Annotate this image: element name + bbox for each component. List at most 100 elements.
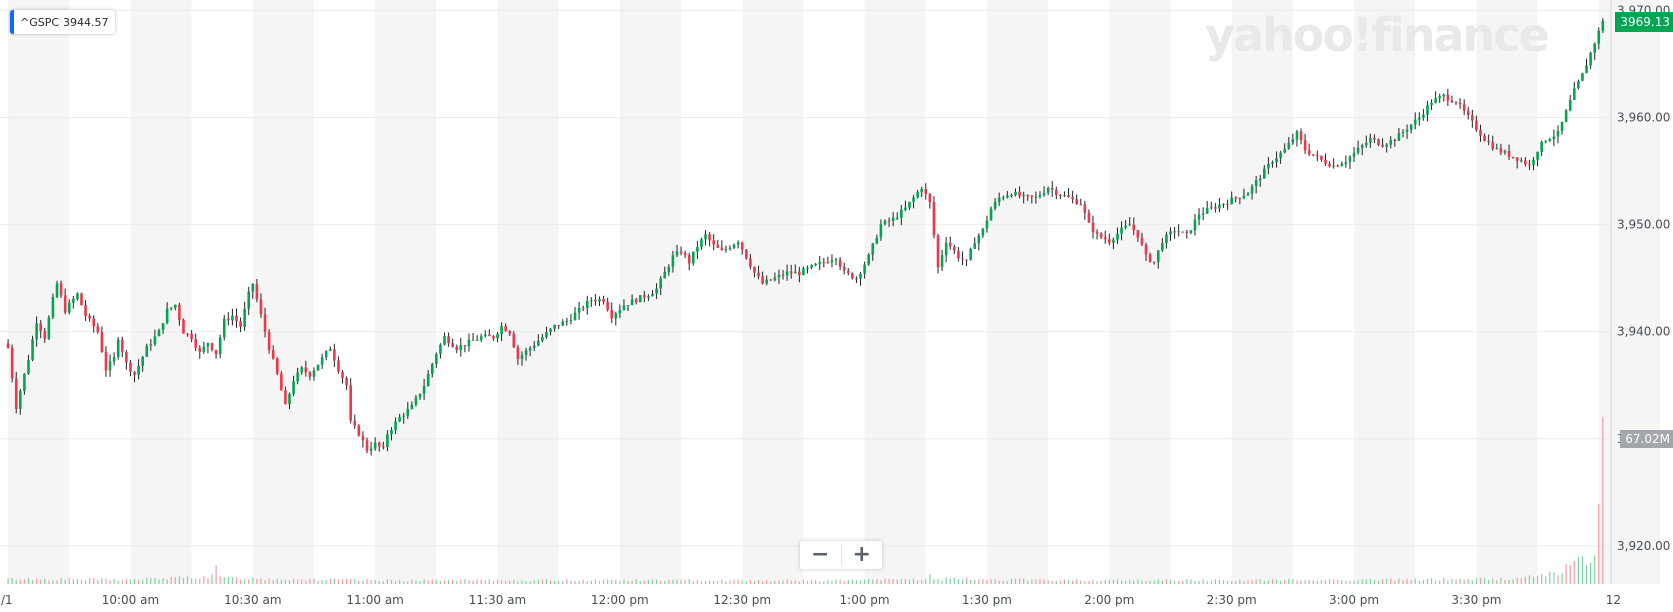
candle-body xyxy=(545,331,548,338)
yahoo-finance-watermark: yahoo!finance xyxy=(1205,8,1550,62)
candle-body xyxy=(1128,224,1132,226)
volume-bars xyxy=(7,416,1604,584)
volume-bar xyxy=(1565,564,1567,584)
candle-body xyxy=(1116,233,1119,240)
volume-bar xyxy=(325,580,327,584)
volume-bar xyxy=(509,580,511,584)
volume-bar xyxy=(1116,579,1119,584)
candle-body xyxy=(1544,140,1548,142)
candle-body xyxy=(1540,141,1543,152)
candle-body xyxy=(27,359,30,374)
volume-bar xyxy=(1602,416,1604,584)
volume-bar xyxy=(974,580,976,584)
candle-body xyxy=(1263,168,1266,179)
candle-body xyxy=(569,320,573,322)
volume-bar xyxy=(921,579,923,584)
volume-bar xyxy=(884,578,886,584)
time-axis: /1 10:00 am 10:30 am 11:00 am 11:30 am 12:00 … xyxy=(1,593,1621,607)
volume-bar xyxy=(382,581,384,584)
volume-bar xyxy=(602,579,605,584)
volume-bar xyxy=(578,581,580,584)
candle-body xyxy=(137,365,140,375)
candle-body xyxy=(1022,195,1025,197)
candle-body xyxy=(157,329,161,337)
volume-bar xyxy=(517,581,519,584)
volume-bar xyxy=(1284,579,1286,584)
candle-body xyxy=(467,339,471,346)
candle-body xyxy=(1291,139,1295,143)
volume-bar xyxy=(1088,580,1090,584)
candle-body xyxy=(88,316,91,319)
candle-body xyxy=(178,304,181,320)
volume-bar xyxy=(1141,580,1143,584)
candle-body xyxy=(153,336,157,345)
candle-body xyxy=(1324,159,1327,164)
volume-bar xyxy=(545,579,548,584)
candle-body xyxy=(169,307,173,309)
volume-bar xyxy=(607,579,609,584)
x-tick-label: 3:00 pm xyxy=(1329,593,1379,607)
candle-body xyxy=(900,209,903,218)
volume-bar xyxy=(590,580,592,584)
candle-body xyxy=(96,326,100,332)
candle-body xyxy=(108,361,112,371)
volume-bar xyxy=(288,580,291,584)
candle-body xyxy=(410,404,414,409)
candle-body xyxy=(263,314,267,332)
ticker-badge[interactable]: ^GSPC 3944.57 xyxy=(10,10,115,34)
candle-body xyxy=(275,358,279,374)
volume-bar xyxy=(19,579,21,584)
candle-body xyxy=(634,299,638,303)
candle-body xyxy=(1018,191,1021,197)
time-band xyxy=(130,0,192,584)
volume-bar xyxy=(1271,579,1274,584)
candle-body xyxy=(846,270,850,274)
volume-bar xyxy=(394,581,397,584)
y-tick-label: 3,950.00 xyxy=(1617,218,1670,232)
candle-body xyxy=(504,326,507,332)
zoom-in-button[interactable]: + xyxy=(842,541,883,569)
volume-bar xyxy=(1467,578,1469,584)
zoom-out-button[interactable]: − xyxy=(800,541,841,569)
volume-bar xyxy=(1239,579,1241,584)
volume-bar xyxy=(174,577,176,584)
volume-bar xyxy=(700,581,703,584)
volume-bar xyxy=(680,579,682,584)
candle-body xyxy=(1487,141,1490,143)
candle-body xyxy=(39,323,43,332)
candle-body xyxy=(349,385,352,421)
candle-body xyxy=(1519,160,1523,162)
candle-body xyxy=(1234,197,1238,199)
candle-body xyxy=(997,197,1001,202)
candle-body xyxy=(944,242,948,256)
volume-bar xyxy=(231,576,234,584)
volume-bar xyxy=(704,581,707,584)
volume-bar xyxy=(1557,575,1559,584)
volume-bar xyxy=(549,580,552,584)
candle-body xyxy=(802,268,805,275)
volume-bar xyxy=(1443,578,1445,584)
volume-bar xyxy=(1369,579,1371,584)
candle-body xyxy=(610,309,614,319)
candle-body xyxy=(1507,150,1511,157)
candle-body xyxy=(1218,204,1221,209)
volume-bar xyxy=(1247,580,1249,584)
candle-body xyxy=(479,336,483,340)
volume-bar xyxy=(831,580,833,584)
time-band xyxy=(8,0,70,584)
y-tick-label: 3,960.00 xyxy=(1617,111,1670,125)
volume-bar xyxy=(1585,565,1588,584)
candle-body xyxy=(1564,110,1568,122)
candle-body xyxy=(218,337,222,355)
candle-body xyxy=(1283,148,1287,153)
candle-body xyxy=(651,293,654,297)
candle-body xyxy=(357,425,361,436)
volume-bar xyxy=(1218,579,1221,584)
candle-body xyxy=(422,386,426,394)
volume-bar xyxy=(586,581,588,584)
volume-bar xyxy=(1002,580,1004,584)
candle-body xyxy=(1050,187,1054,190)
volume-bar xyxy=(835,579,837,584)
volume-bar xyxy=(399,580,401,584)
volume-bar xyxy=(709,580,711,584)
